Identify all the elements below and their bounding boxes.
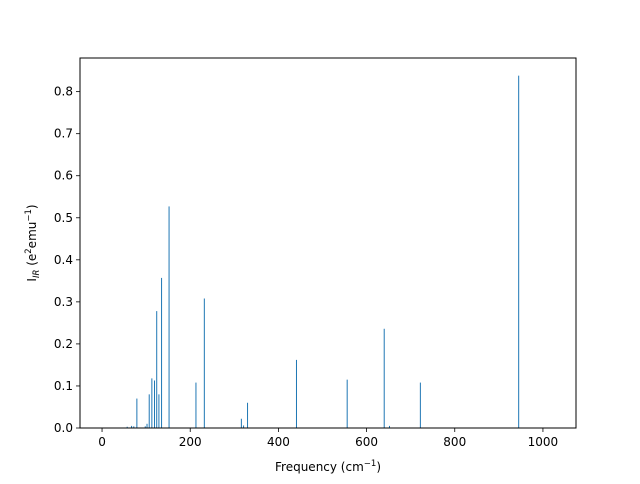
- bar-7: [151, 378, 153, 428]
- bar-4: [144, 426, 146, 428]
- bar-1: [131, 425, 133, 428]
- bar-8: [154, 380, 156, 428]
- x-tick-label: 400: [267, 435, 290, 449]
- x-axis-label: Frequency (cm−1): [275, 459, 381, 474]
- bar-0: [126, 426, 128, 428]
- bar-12: [168, 206, 170, 428]
- bar-21: [389, 425, 390, 428]
- bar-14: [203, 298, 205, 428]
- x-tick-label: 800: [443, 435, 466, 449]
- bar-6: [148, 394, 150, 428]
- y-axis-label: IIR (e2emu−1): [24, 204, 42, 281]
- bar-5: [146, 423, 148, 428]
- bar-23: [518, 75, 520, 428]
- plot-frame: [79, 57, 577, 429]
- x-tick-label: 1000: [528, 435, 559, 449]
- y-tick-label: 0.2: [54, 337, 73, 351]
- y-tick-label: 0.5: [54, 211, 73, 225]
- bar-13: [195, 382, 197, 428]
- y-axis-ticks: 0.0 0.1 0.2 0.3 0.4 0.5 0.6 0.7 0.8: [54, 85, 80, 435]
- x-tick-label: 0: [98, 435, 106, 449]
- bar-3: [136, 398, 138, 428]
- y-tick-label: 0.4: [54, 253, 73, 267]
- bar-15: [240, 418, 242, 428]
- x-tick-label: 600: [355, 435, 378, 449]
- bar-19: [346, 379, 348, 428]
- x-tick-label: 200: [179, 435, 202, 449]
- y-tick-label: 0.8: [54, 85, 73, 99]
- bar-2: [133, 426, 135, 428]
- y-tick-label: 0.7: [54, 127, 73, 141]
- y-tick-label: 0.0: [54, 421, 73, 435]
- bar-16: [243, 425, 245, 428]
- bar-10: [158, 394, 160, 428]
- bar-17: [247, 402, 249, 428]
- bar-20: [383, 328, 385, 428]
- y-tick-label: 0.3: [54, 295, 73, 309]
- bar-9: [156, 311, 158, 428]
- bars-layer: [126, 75, 520, 428]
- bar-22: [419, 382, 421, 428]
- x-axis-ticks: 0 200 400 600 800 1000: [98, 428, 558, 449]
- y-tick-label: 0.6: [54, 169, 73, 183]
- bar-11: [161, 277, 163, 428]
- bar-18: [295, 359, 297, 428]
- y-tick-label: 0.1: [54, 379, 73, 393]
